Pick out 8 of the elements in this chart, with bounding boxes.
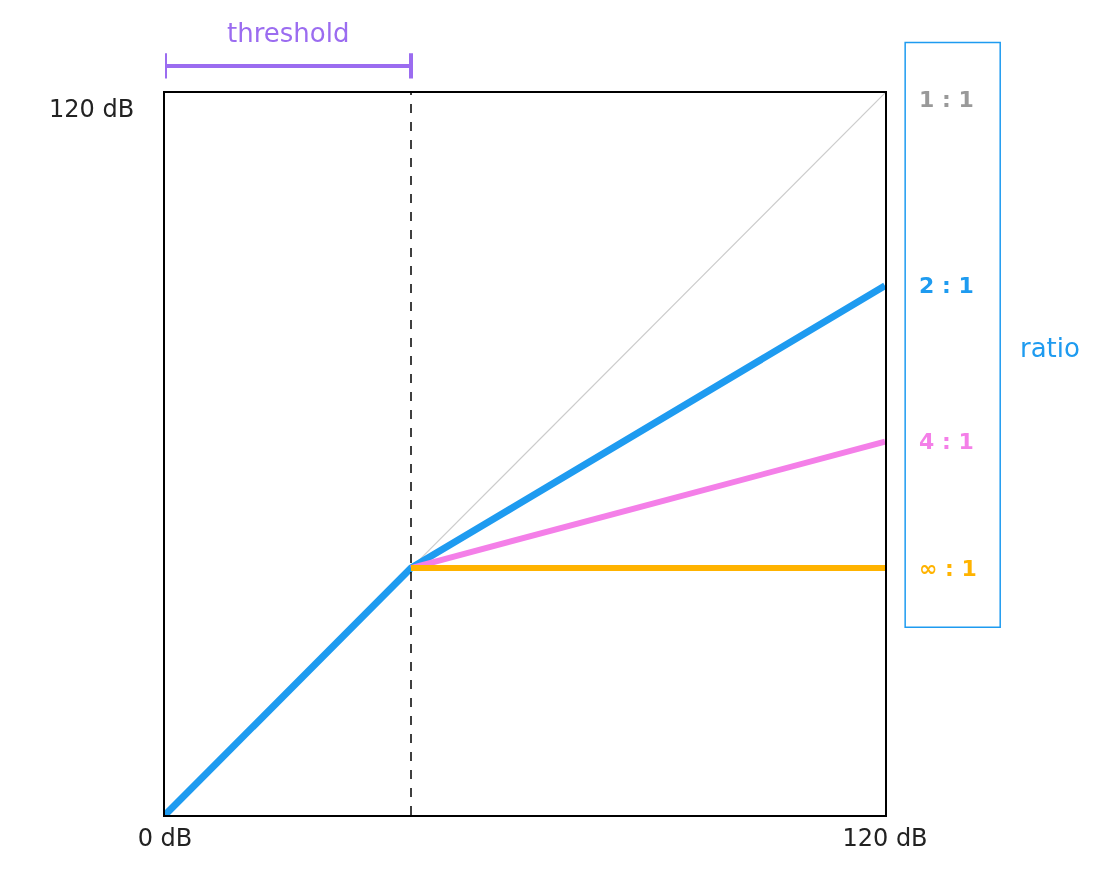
series-label: ∞ : 1 <box>919 556 977 581</box>
x-tick-label: 0 dB <box>137 823 193 852</box>
text: 120 dB <box>49 95 135 123</box>
series-label: 4 : 1 <box>919 429 974 454</box>
text: ratio <box>1020 333 1080 363</box>
series-label: 2 : 1 <box>919 273 974 298</box>
series-label: 1 : 1 <box>919 87 974 112</box>
ref-line-label: threshold <box>227 18 350 48</box>
